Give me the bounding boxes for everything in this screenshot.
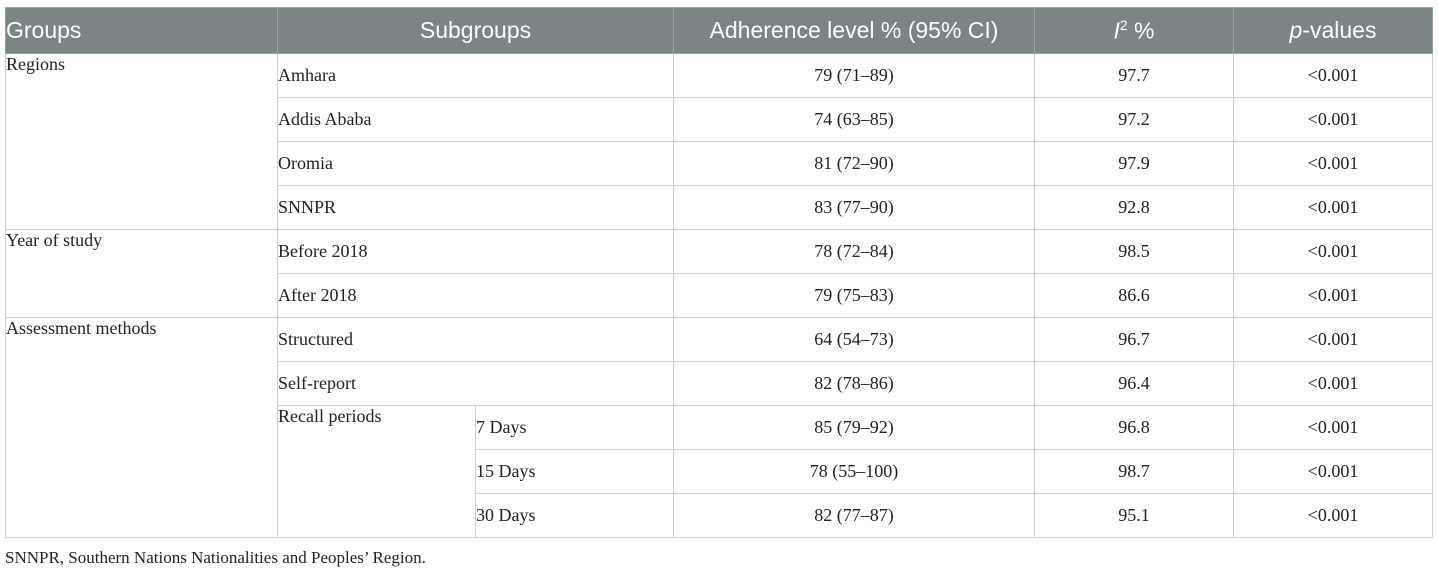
p-cell: <0.001 xyxy=(1233,273,1433,318)
header-row: Groups Subgroups Adherence level % (95% … xyxy=(5,7,1433,54)
i2-cell: 95.1 xyxy=(1034,493,1234,538)
i2-cell: 92.8 xyxy=(1034,185,1234,230)
subgroup-cell: 30 Days xyxy=(475,493,674,538)
table-row: 15 Days 78 (55–100) 98.7 <0.001 xyxy=(6,449,1433,494)
group-year: Year of study xyxy=(5,229,278,318)
table-row: Recall periods 7 Days 85 (79–92) 96.8 <0… xyxy=(6,405,1433,538)
header-i2-sup: 2 xyxy=(1119,16,1128,33)
adherence-cell: 85 (79–92) xyxy=(673,405,1035,450)
i2-cell: 98.7 xyxy=(1034,449,1234,494)
i2-cell: 98.5 xyxy=(1034,229,1234,274)
table-row: 30 Days 82 (77–87) 95.1 <0.001 xyxy=(6,493,1433,538)
subgroup-cell: SNNPR xyxy=(277,185,674,230)
adherence-cell: 79 (75–83) xyxy=(673,273,1035,318)
subgroup-cell: 15 Days xyxy=(475,449,674,494)
i2-cell: 96.7 xyxy=(1034,317,1234,362)
header-i2-letter: I xyxy=(1113,17,1120,44)
subgroup-cell: Structured xyxy=(277,317,674,362)
subgroup-cell: Amhara xyxy=(277,53,674,98)
i2-cell: 96.4 xyxy=(1034,361,1234,406)
subgroup-cell: After 2018 xyxy=(277,273,674,318)
header-subgroups: Subgroups xyxy=(277,7,674,54)
adherence-cell: 78 (72–84) xyxy=(673,229,1035,274)
adherence-cell: 64 (54–73) xyxy=(673,317,1035,362)
subgroup-cell: Before 2018 xyxy=(277,229,674,274)
header-i2: I2 % xyxy=(1034,7,1234,54)
table-row: SNNPR 83 (77–90) 92.8 <0.001 xyxy=(6,185,1433,230)
i2-cell: 96.8 xyxy=(1034,405,1234,450)
subgroup-cell: Oromia xyxy=(277,141,674,186)
p-cell: <0.001 xyxy=(1233,141,1433,186)
p-cell: <0.001 xyxy=(1233,53,1433,98)
p-cell: <0.001 xyxy=(1233,317,1433,362)
subgroup-cell: Self-report xyxy=(277,361,674,406)
header-pvalues: p-values xyxy=(1233,7,1433,54)
table-row: Assessment methods Structured 64 (54–73)… xyxy=(5,317,1433,538)
group-regions: Regions xyxy=(5,53,278,230)
adherence-cell: 79 (71–89) xyxy=(673,53,1035,98)
table-row: Regions Amhara 79 (71–89) 97.7 <0.001 xyxy=(5,53,1433,230)
table-footnote: SNNPR, Southern Nations Nationalities an… xyxy=(5,548,426,567)
adherence-cell: 81 (72–90) xyxy=(673,141,1035,186)
i2-cell: 97.9 xyxy=(1034,141,1234,186)
p-cell: <0.001 xyxy=(1233,449,1433,494)
table-row: Year of study Before 2018 78 (72–84) 98.… xyxy=(5,229,1433,318)
header-p-italic: p xyxy=(1289,17,1303,43)
i2-cell: 97.2 xyxy=(1034,97,1234,142)
results-table: Groups Subgroups Adherence level % (95% … xyxy=(5,7,1433,538)
i2-cell: 86.6 xyxy=(1034,273,1234,318)
p-cell: <0.001 xyxy=(1233,97,1433,142)
header-adherence: Adherence level % (95% CI) xyxy=(673,7,1035,54)
adherence-cell: 78 (55–100) xyxy=(673,449,1035,494)
adherence-cell: 83 (77–90) xyxy=(673,185,1035,230)
header-p-rest: -values xyxy=(1302,17,1377,43)
p-cell: <0.001 xyxy=(1233,493,1433,538)
header-groups: Groups xyxy=(5,7,278,54)
adherence-cell: 82 (78–86) xyxy=(673,361,1035,406)
p-cell: <0.001 xyxy=(1233,405,1433,450)
adherence-cell: 82 (77–87) xyxy=(673,493,1035,538)
group-recall-periods: Recall periods xyxy=(277,405,476,538)
subgroup-cell: Addis Ababa xyxy=(277,97,674,142)
table-row: Addis Ababa 74 (63–85) 97.2 <0.001 xyxy=(6,97,1433,142)
header-i2-unit: % xyxy=(1127,17,1155,44)
subgroup-cell: 7 Days xyxy=(475,405,674,450)
table-row: Oromia 81 (72–90) 97.9 <0.001 xyxy=(6,141,1433,186)
p-cell: <0.001 xyxy=(1233,361,1433,406)
i2-cell: 97.7 xyxy=(1034,53,1234,98)
table-row: After 2018 79 (75–83) 86.6 <0.001 xyxy=(6,273,1433,318)
adherence-cell: 74 (63–85) xyxy=(673,97,1035,142)
group-assessment: Assessment methods xyxy=(5,317,278,538)
p-cell: <0.001 xyxy=(1233,229,1433,274)
p-cell: <0.001 xyxy=(1233,185,1433,230)
